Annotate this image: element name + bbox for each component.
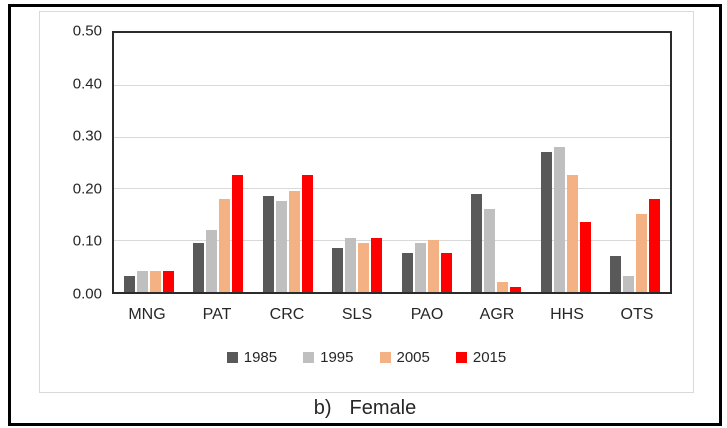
x-tick-label-agr: AGR [479, 306, 515, 323]
bar-crc-1995 [275, 201, 287, 292]
bar-mng-2015 [162, 271, 174, 292]
x-tick-label-hhs: HHS [550, 306, 584, 323]
figure-box: 0.50 0.40 0.30 0.20 0.10 0.00 MNG PAT CRC SLS PAO… [8, 4, 722, 426]
x-axis: MNG PAT CRC SLS PAO AGR HHS OTS [112, 306, 672, 324]
x-tick-label-ots: OTS [620, 306, 654, 323]
legend-item-1985: 1985 [226, 349, 278, 366]
legend-swatch-icon [226, 352, 238, 363]
x-tick-label-mng: MNG [128, 306, 166, 323]
bar-mng-1985 [123, 276, 135, 292]
bar-group-sls [323, 33, 393, 292]
legend: 1985 1995 2005 2015 [40, 349, 693, 366]
legend-item-1995: 1995 [303, 349, 354, 366]
bar-group-pao [392, 33, 462, 292]
caption-text: Female [349, 397, 417, 419]
legend-swatch-icon [379, 352, 391, 363]
y-tick-label: 0.40 [72, 75, 102, 93]
bar-pat-2005 [219, 198, 231, 292]
bar-sls-1985 [332, 247, 344, 292]
legend-item-2005: 2005 [379, 349, 430, 366]
legend-label: 2005 [396, 349, 430, 366]
legend-label: 2015 [472, 349, 507, 366]
bar-crc-2005 [288, 191, 300, 292]
bar-agr-1995 [484, 209, 496, 292]
legend-swatch-icon [455, 352, 467, 363]
bar-sls-1995 [345, 237, 357, 292]
x-tick-label-sls: SLS [341, 306, 373, 323]
figure-caption: b) Female [11, 397, 719, 420]
bar-group-ots [601, 33, 671, 292]
y-tick-label: 0.20 [72, 180, 102, 198]
bar-crc-2015 [301, 175, 313, 292]
legend-item-2015: 2015 [455, 349, 507, 366]
bar-mng-1995 [136, 271, 148, 292]
y-tick-label: 0.30 [72, 127, 102, 145]
legend-label: 1995 [320, 349, 354, 366]
bar-sls-2015 [371, 237, 383, 292]
bar-sls-2005 [358, 242, 370, 292]
x-tick-label-pat: PAT [202, 306, 232, 323]
x-tick-label-pao: PAO [410, 306, 444, 323]
bar-group-crc [253, 33, 323, 292]
y-tick-label: 0.00 [72, 285, 102, 303]
caption-prefix: b) [313, 397, 332, 419]
y-axis: 0.50 0.40 0.30 0.20 0.10 0.00 [40, 23, 104, 303]
bar-agr-2015 [510, 286, 522, 292]
bar-agr-1985 [471, 193, 483, 292]
bar-pao-1995 [414, 242, 426, 292]
bar-pao-1985 [401, 253, 413, 292]
bar-hhs-2015 [579, 222, 591, 292]
bar-agr-2005 [497, 281, 509, 292]
bar-pat-1995 [206, 229, 218, 292]
bar-pat-1985 [193, 242, 205, 292]
gridline [114, 84, 670, 86]
x-tick-label-crc: CRC [269, 306, 305, 323]
bar-pat-2015 [232, 175, 244, 292]
plot-area [112, 31, 672, 294]
bar-ots-1995 [623, 276, 635, 292]
bar-pao-2015 [440, 253, 452, 292]
bar-pao-2005 [427, 240, 439, 292]
bar-mng-2005 [149, 271, 161, 292]
bar-hhs-2005 [566, 175, 578, 292]
y-tick-label: 0.10 [72, 232, 102, 250]
bar-hhs-1985 [540, 152, 552, 292]
legend-label: 1985 [243, 349, 278, 366]
y-tick-label: 0.50 [72, 22, 102, 40]
legend-swatch-icon [303, 352, 315, 363]
gridline [114, 240, 670, 242]
bar-group-agr [462, 33, 532, 292]
gridline [114, 188, 670, 190]
bar-ots-1985 [610, 255, 622, 292]
gridline [114, 136, 670, 138]
chart-area: 0.50 0.40 0.30 0.20 0.10 0.00 MNG PAT CRC SLS PAO… [39, 11, 694, 393]
bar-crc-1985 [262, 196, 274, 292]
bar-ots-2015 [649, 198, 661, 292]
bar-group-mng [114, 33, 184, 292]
bar-hhs-1995 [553, 146, 565, 292]
bar-group-hhs [531, 33, 601, 292]
bar-group-pat [184, 33, 254, 292]
bar-ots-2005 [636, 214, 648, 292]
